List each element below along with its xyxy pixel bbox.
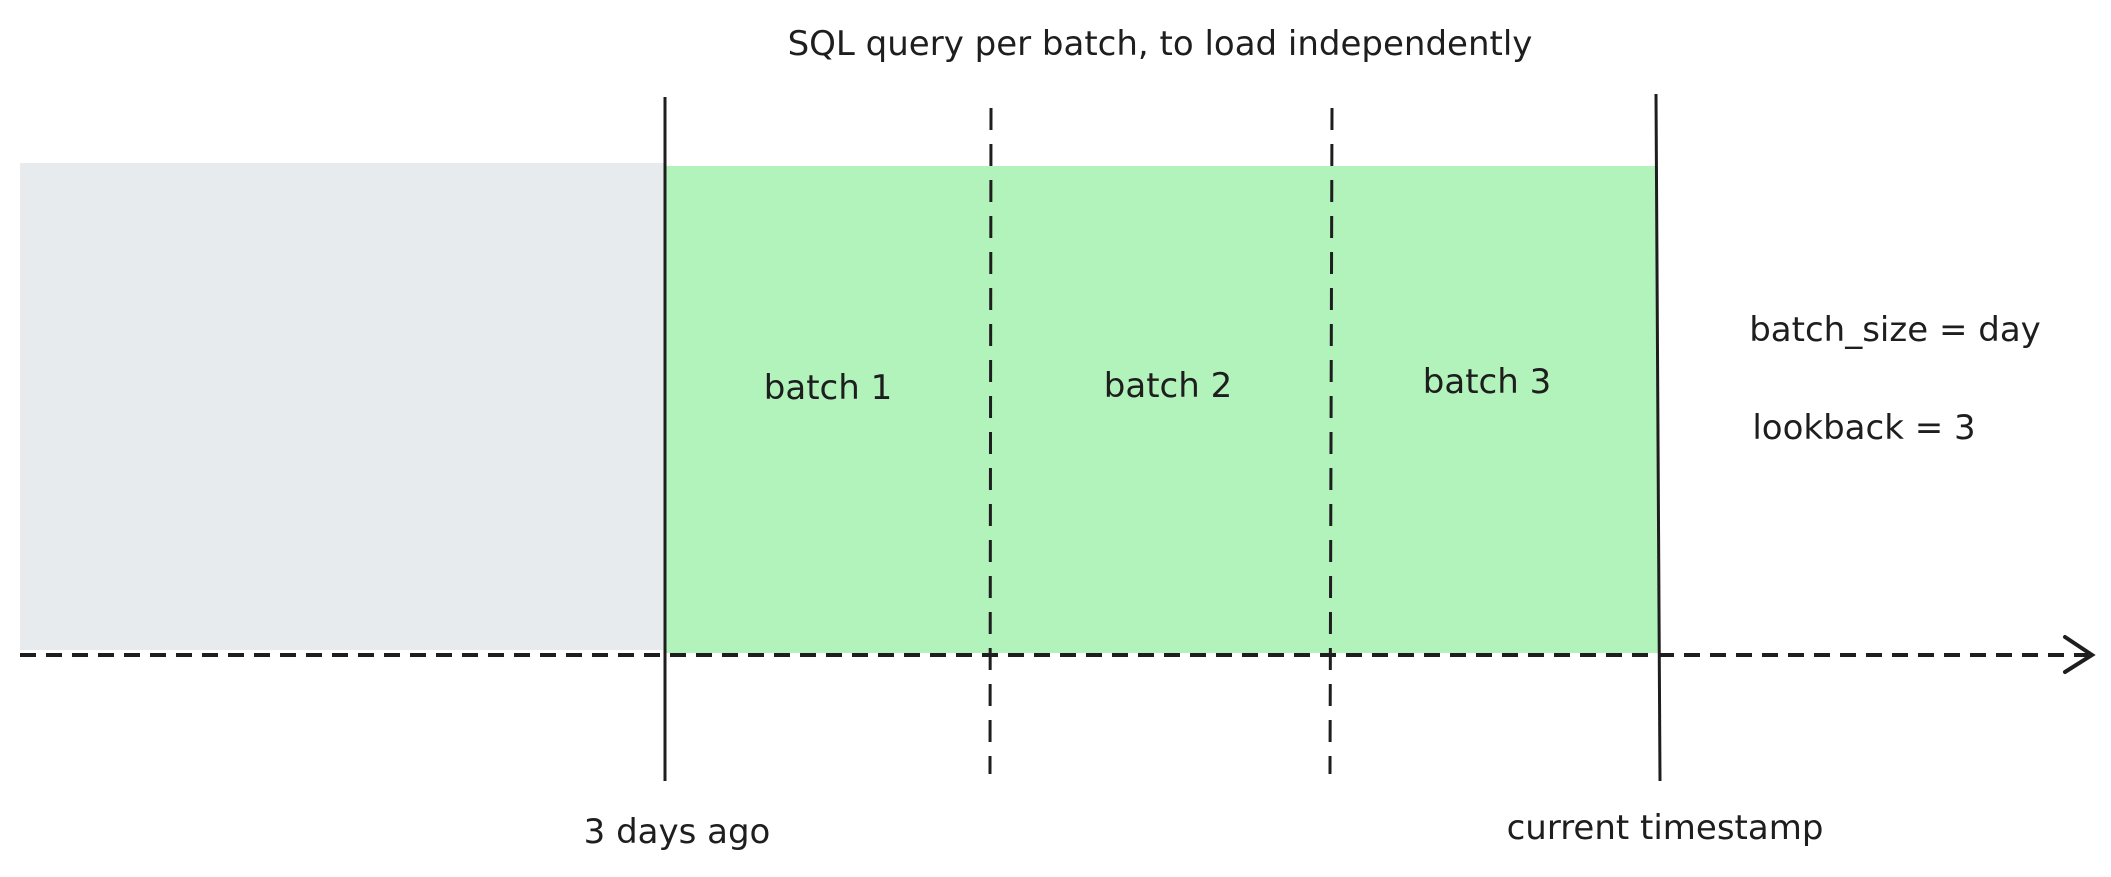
batch-divider-2 bbox=[1328, 107, 1334, 775]
batch-region bbox=[666, 166, 1658, 653]
end-marker-label: current timestamp bbox=[1506, 808, 1824, 848]
past-region bbox=[20, 163, 666, 650]
batch-2-label: batch 2 bbox=[1103, 366, 1233, 406]
start-marker-label: 3 days ago bbox=[583, 812, 771, 852]
batch-1-label: batch 1 bbox=[763, 368, 893, 408]
end-marker-line bbox=[1654, 93, 1662, 782]
lookback-param: lookback = 3 bbox=[1752, 408, 1976, 448]
batch-size-param: batch_size = day bbox=[1749, 310, 2041, 350]
axis-arrowhead-icon bbox=[2063, 635, 2096, 674]
batch-3-label: batch 3 bbox=[1422, 362, 1552, 402]
diagram-title: SQL query per batch, to load independent… bbox=[787, 24, 1533, 64]
batch-divider-1 bbox=[988, 107, 993, 775]
